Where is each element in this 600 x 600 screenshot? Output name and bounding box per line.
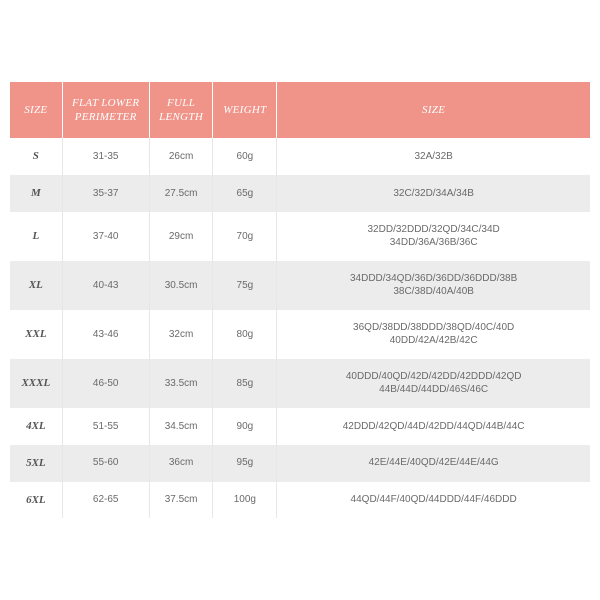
table-row: M 35-37 27.5cm 65g 32C/32D/34A/34B (10, 175, 590, 212)
table-row: XXL 43-46 32cm 80g 36QD/38DD/38DDD/38QD/… (10, 310, 590, 359)
cell-perimeter: 51-55 (62, 408, 149, 445)
cell-weight: 100g (213, 482, 277, 519)
cell-size: XXXL (10, 359, 62, 408)
col-header-perimeter: FLAT LOWERPERIMETER (62, 82, 149, 139)
size-chart-table: SIZE FLAT LOWERPERIMETER FULLLENGTH WEIG… (10, 82, 590, 519)
cell-perimeter: 62-65 (62, 482, 149, 519)
cell-size: M (10, 175, 62, 212)
cell-size: L (10, 212, 62, 261)
cell-size: 4XL (10, 408, 62, 445)
cell-fit: 44QD/44F/40QD/44DDD/44F/46DDD (277, 482, 590, 519)
cell-length: 29cm (149, 212, 213, 261)
cell-length: 33.5cm (149, 359, 213, 408)
table-row: 6XL 62-65 37.5cm 100g 44QD/44F/40QD/44DD… (10, 482, 590, 519)
cell-length: 30.5cm (149, 261, 213, 310)
table-row: XL 40-43 30.5cm 75g 34DDD/34QD/36D/36DD/… (10, 261, 590, 310)
cell-length: 32cm (149, 310, 213, 359)
cell-perimeter: 31-35 (62, 138, 149, 175)
col-header-weight: WEIGHT (213, 82, 277, 139)
cell-weight: 65g (213, 175, 277, 212)
cell-fit: 32DD/32DDD/32QD/34C/34D34DD/36A/36B/36C (277, 212, 590, 261)
cell-fit: 42DDD/42QD/44D/42DD/44QD/44B/44C (277, 408, 590, 445)
cell-size: 5XL (10, 445, 62, 482)
cell-weight: 60g (213, 138, 277, 175)
table-row: L 37-40 29cm 70g 32DD/32DDD/32QD/34C/34D… (10, 212, 590, 261)
cell-weight: 85g (213, 359, 277, 408)
cell-weight: 80g (213, 310, 277, 359)
cell-weight: 95g (213, 445, 277, 482)
cell-fit: 36QD/38DD/38DDD/38QD/40C/40D40DD/42A/42B… (277, 310, 590, 359)
cell-length: 36cm (149, 445, 213, 482)
cell-length: 27.5cm (149, 175, 213, 212)
cell-perimeter: 35-37 (62, 175, 149, 212)
cell-length: 37.5cm (149, 482, 213, 519)
cell-length: 26cm (149, 138, 213, 175)
cell-size: XXL (10, 310, 62, 359)
cell-length: 34.5cm (149, 408, 213, 445)
table-row: S 31-35 26cm 60g 32A/32B (10, 138, 590, 175)
col-header-size: SIZE (10, 82, 62, 139)
cell-weight: 90g (213, 408, 277, 445)
cell-fit: 40DDD/40QD/42D/42DD/42DDD/42QD44B/44D/44… (277, 359, 590, 408)
col-header-length: FULLLENGTH (149, 82, 213, 139)
cell-size: S (10, 138, 62, 175)
cell-weight: 75g (213, 261, 277, 310)
table-header-row: SIZE FLAT LOWERPERIMETER FULLLENGTH WEIG… (10, 82, 590, 139)
cell-perimeter: 55-60 (62, 445, 149, 482)
cell-perimeter: 40-43 (62, 261, 149, 310)
col-header-fit: SIZE (277, 82, 590, 139)
cell-perimeter: 37-40 (62, 212, 149, 261)
cell-fit: 42E/44E/40QD/42E/44E/44G (277, 445, 590, 482)
cell-perimeter: 46-50 (62, 359, 149, 408)
cell-fit: 32C/32D/34A/34B (277, 175, 590, 212)
cell-fit: 34DDD/34QD/36D/36DD/36DDD/38B38C/38D/40A… (277, 261, 590, 310)
table-row: 4XL 51-55 34.5cm 90g 42DDD/42QD/44D/42DD… (10, 408, 590, 445)
cell-weight: 70g (213, 212, 277, 261)
cell-perimeter: 43-46 (62, 310, 149, 359)
cell-size: 6XL (10, 482, 62, 519)
table-row: 5XL 55-60 36cm 95g 42E/44E/40QD/42E/44E/… (10, 445, 590, 482)
cell-fit: 32A/32B (277, 138, 590, 175)
table-body: S 31-35 26cm 60g 32A/32B M 35-37 27.5cm … (10, 138, 590, 518)
table-row: XXXL 46-50 33.5cm 85g 40DDD/40QD/42D/42D… (10, 359, 590, 408)
cell-size: XL (10, 261, 62, 310)
